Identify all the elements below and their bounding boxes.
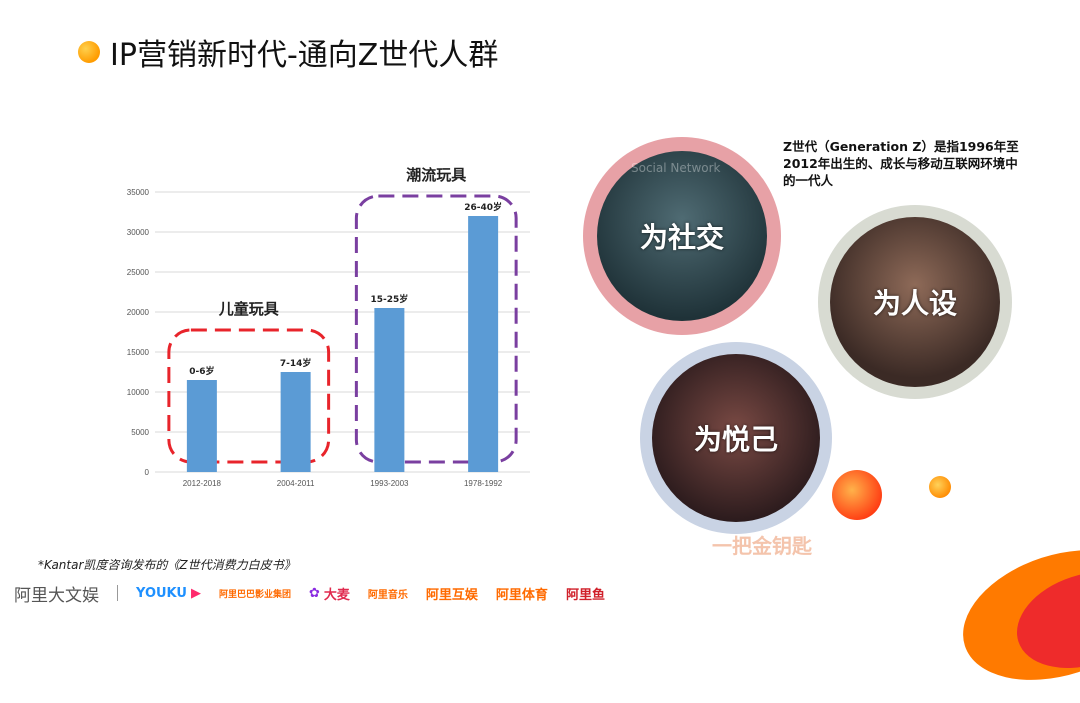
circle-label-persona: 为人设 — [872, 287, 957, 320]
circle-label-self: 为悦己 — [693, 423, 778, 456]
x-tick-label: 1993-2003 — [370, 479, 409, 488]
logo-youku: YOUKU ▶ — [136, 585, 201, 601]
group-title: 潮流玩具 — [406, 166, 466, 184]
y-tick-label: 10000 — [127, 388, 150, 397]
logo-alibaba-pictures: 阿里巴巴影业集团 — [218, 589, 291, 600]
social-photo — [597, 151, 767, 321]
logo-damai: ✿ 大麦 — [308, 585, 350, 603]
logo-ali-sports: 阿里体育 — [495, 587, 548, 603]
logo-separator — [117, 585, 118, 601]
orange-ball-large — [832, 470, 882, 520]
self-circle: 为悦己 — [640, 342, 832, 534]
group-title: 儿童玩具 — [218, 300, 279, 318]
trend-toys-group-box — [354, 194, 518, 464]
grid-lines — [155, 191, 530, 473]
bar-label: 15-25岁 — [370, 293, 408, 305]
title-row: IP营销新时代-通向Z世代人群 — [78, 30, 498, 74]
bars: 0-6岁 7-14岁 15-25岁 26-40岁 — [186, 201, 502, 472]
bar-label: 7-14岁 — [280, 357, 312, 369]
y-tick-label: 15000 — [127, 348, 150, 357]
key-text: 一把金钥匙 — [712, 534, 812, 558]
bar-chart: 0 5000 10000 15000 20000 25000 30000 35000 儿童玩具… — [127, 166, 530, 488]
x-axis-ticks: 2012-2018 2004-2011 1993-2003 1978-1992 — [183, 479, 503, 488]
logo-ali-games: 阿里互娱 — [425, 587, 478, 603]
page-title: IP营销新时代-通向Z世代人群 — [110, 38, 499, 73]
y-tick-label: 20000 — [127, 308, 150, 317]
y-tick-label: 0 — [145, 468, 150, 477]
y-tick-label: 30000 — [127, 228, 150, 237]
bar — [280, 372, 311, 472]
self-photo — [652, 354, 820, 522]
bar — [186, 380, 217, 472]
bar-label: 26-40岁 — [464, 201, 502, 213]
persona-photo — [830, 217, 1000, 387]
logo-bar: 阿里大文娱 YOUKU ▶ 阿里巴巴影业集团 ✿ 大麦 阿里音乐 阿里互娱 阿里体育… — [14, 580, 605, 606]
kids-toys-group-box — [167, 328, 331, 464]
persona-circle: 为人设 — [818, 205, 1012, 399]
social-overlay-text: Social Network — [631, 161, 721, 175]
logo-alifish: 阿里鱼 — [565, 587, 605, 603]
bar — [468, 216, 499, 472]
social-circle: Social Network 为社交 — [583, 137, 781, 335]
orange-ball-small — [929, 476, 951, 498]
x-tick-label: 1978-1992 — [464, 479, 503, 488]
z-generation-description: Z世代（Generation Z）是指1996年至2012年出生的、成长与移动互… — [783, 139, 1019, 188]
x-tick-label: 2004-2011 — [277, 479, 315, 488]
y-tick-label: 25000 — [127, 268, 150, 277]
title-bullet-icon — [78, 41, 100, 63]
x-tick-label: 2012-2018 — [183, 479, 222, 488]
y-tick-label: 5000 — [131, 428, 149, 437]
logo-ali-music: 阿里音乐 — [367, 589, 408, 601]
logo-ali-entertainment: 阿里大文娱 — [14, 585, 99, 606]
bar — [374, 308, 405, 472]
y-tick-label: 35000 — [127, 188, 150, 197]
bar-label: 0-6岁 — [189, 365, 214, 377]
circle-label-social: 为社交 — [639, 221, 724, 254]
y-axis-ticks: 0 5000 10000 15000 20000 25000 30000 35000 — [127, 188, 150, 477]
group-boxes: 儿童玩具 潮流玩具 — [167, 166, 518, 464]
footnote: *Kantar凯度咨询发布的《Z世代消费力白皮书》 — [38, 558, 296, 572]
damai-icon: ✿ — [308, 585, 320, 601]
